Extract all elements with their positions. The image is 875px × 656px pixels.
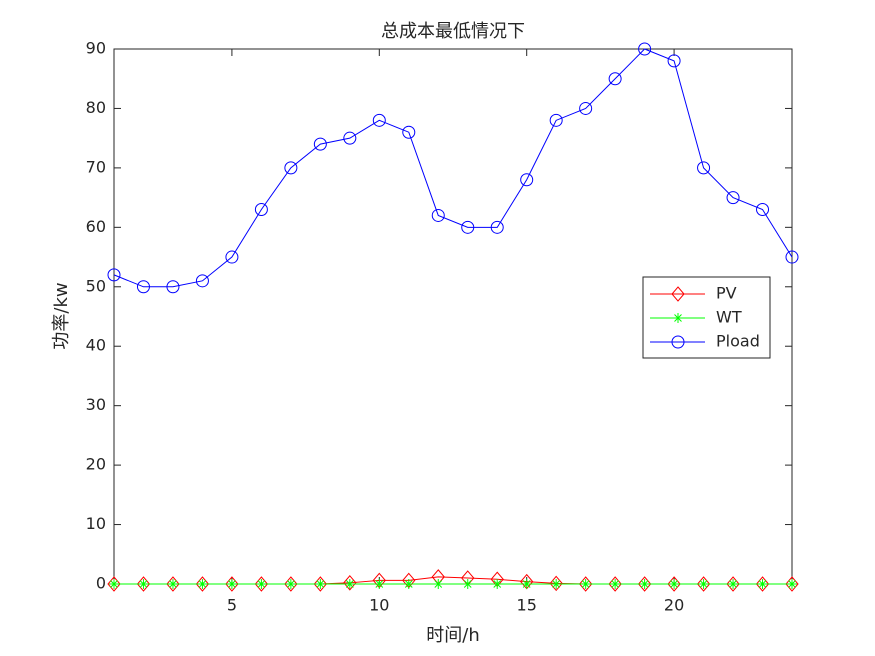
y-tick-label: 10: [86, 514, 106, 533]
marker: [284, 576, 298, 592]
marker: [166, 576, 180, 592]
marker: [490, 220, 504, 234]
legend-label: WT: [716, 308, 742, 327]
x-axis-label: 时间/h: [426, 625, 479, 646]
marker: [197, 579, 208, 589]
y-tick-label: 80: [86, 98, 106, 117]
marker: [551, 579, 562, 589]
marker: [785, 250, 799, 264]
marker: [639, 579, 650, 589]
marker: [166, 280, 180, 294]
marker: [107, 576, 121, 592]
legend-label: PV: [716, 284, 737, 303]
marker: [109, 579, 119, 589]
marker: [726, 576, 740, 592]
marker: [195, 274, 209, 288]
marker: [461, 220, 475, 234]
marker: [256, 579, 267, 589]
y-tick-label: 30: [86, 395, 106, 414]
marker: [698, 579, 709, 589]
legend-label: Pload: [716, 332, 760, 351]
marker: [107, 268, 121, 282]
legend-marker: [673, 313, 683, 323]
chart-title: 总成本最低情况下: [381, 21, 525, 42]
legend-marker: [671, 335, 685, 349]
marker: [610, 579, 621, 589]
marker: [136, 280, 150, 294]
marker: [402, 125, 416, 139]
marker: [254, 576, 269, 592]
y-tick-label: 60: [86, 217, 106, 236]
marker: [579, 101, 593, 115]
marker: [433, 579, 444, 589]
x-tick-label: 20: [664, 596, 684, 615]
y-axis-label: 功率/kw: [51, 282, 72, 349]
x-tick-label: 15: [517, 596, 537, 615]
marker: [549, 575, 563, 592]
x-tick-label: 10: [369, 596, 389, 615]
legend: PV WT Pload: [642, 276, 771, 359]
marker: [697, 161, 711, 175]
marker: [313, 137, 327, 151]
marker: [195, 576, 210, 592]
marker: [756, 203, 770, 216]
marker: [372, 113, 386, 127]
marker: [315, 579, 326, 589]
marker: [669, 579, 680, 589]
marker: [254, 203, 268, 216]
marker: [549, 113, 563, 127]
marker: [284, 161, 298, 175]
marker: [757, 579, 768, 589]
marker: [637, 576, 652, 592]
marker: [374, 579, 385, 589]
x-tick-label: 5: [227, 596, 237, 615]
marker: [580, 579, 591, 589]
marker: [225, 576, 239, 592]
marker: [667, 576, 681, 592]
marker: [638, 42, 652, 56]
marker: [226, 579, 237, 589]
marker: [313, 576, 328, 592]
y-tick-label: 0: [96, 574, 106, 593]
marker: [403, 579, 414, 589]
y-tick-label: 40: [86, 336, 106, 355]
marker: [225, 250, 239, 264]
y-tick-label: 70: [86, 157, 106, 176]
marker: [578, 576, 593, 592]
marker: [343, 131, 357, 145]
marker: [726, 191, 740, 205]
marker: [138, 579, 149, 589]
y-tick-label: 90: [86, 39, 106, 58]
marker: [696, 576, 711, 592]
marker: [431, 208, 445, 222]
marker: [728, 579, 739, 589]
marker: [462, 579, 473, 589]
marker: [344, 579, 355, 589]
marker: [136, 576, 151, 592]
marker: [492, 579, 503, 589]
y-tick-label: 50: [86, 276, 106, 295]
marker: [285, 579, 296, 589]
marker: [755, 576, 770, 592]
marker: [608, 72, 622, 86]
marker: [787, 579, 797, 589]
marker: [521, 579, 532, 589]
marker: [608, 576, 622, 592]
marker: [520, 173, 534, 187]
marker: [667, 54, 681, 68]
marker: [167, 579, 178, 589]
y-tick-label: 20: [86, 455, 106, 474]
marker: [785, 576, 799, 592]
marker: [343, 575, 357, 591]
legend-marker: [671, 286, 685, 302]
